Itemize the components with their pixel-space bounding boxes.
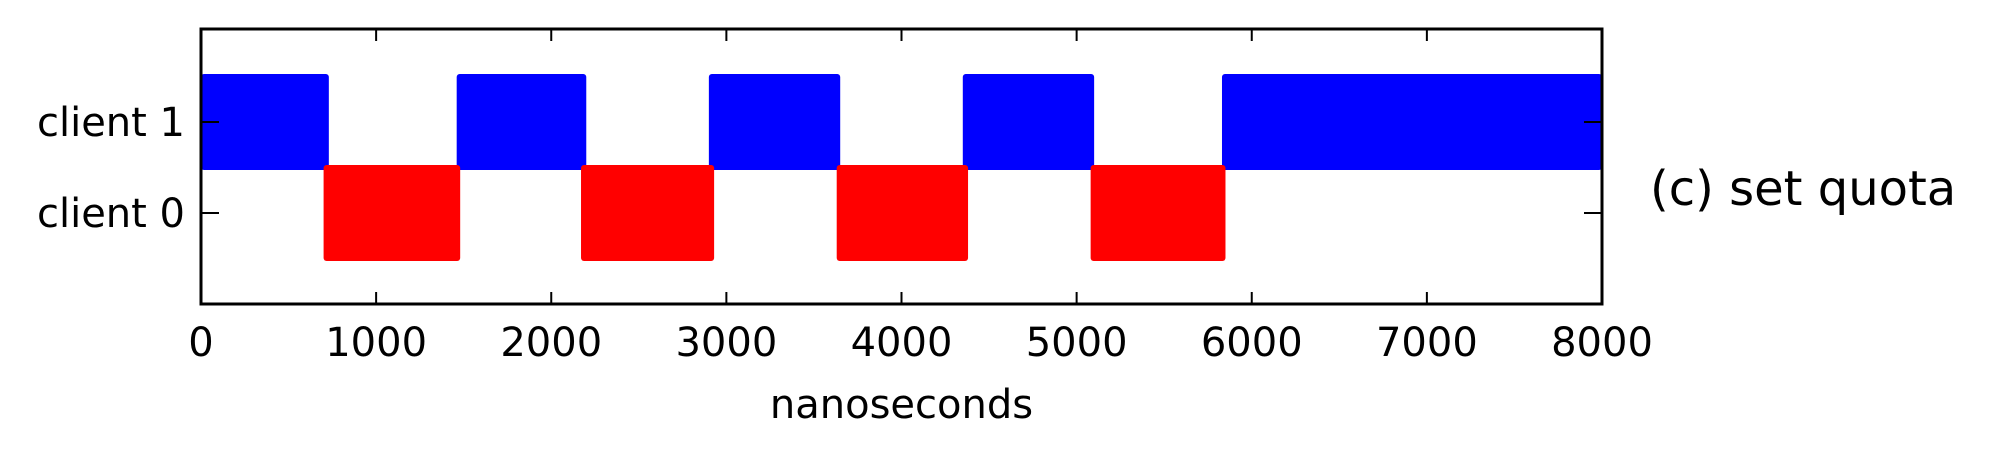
- bar-client-1: [962, 74, 1095, 170]
- x-tick-label: 6000: [1201, 320, 1303, 366]
- x-tick-label: 2000: [500, 320, 602, 366]
- bar-client-0: [581, 165, 715, 261]
- bar-client-1: [1221, 74, 1602, 170]
- bar-client-1: [456, 74, 587, 170]
- x-tick-label: 5000: [1026, 320, 1128, 366]
- x-tick-label: 4000: [851, 320, 953, 366]
- x-axis-label: nanoseconds: [770, 382, 1033, 428]
- bar-client-0: [1090, 165, 1226, 261]
- x-tick-label: 0: [188, 320, 213, 366]
- bar-client-1: [201, 74, 329, 170]
- x-tick-label: 8000: [1551, 320, 1653, 366]
- x-tick-label: 3000: [675, 320, 777, 366]
- bar-client-0: [836, 165, 969, 261]
- x-tick-label: 1000: [325, 320, 427, 366]
- y-tick-label: client 1: [37, 100, 185, 146]
- y-ticks: client 0 client 1: [37, 100, 1602, 237]
- x-ticks: 0 1000 2000 3000 4000 5000 6000 7000 8000: [188, 29, 1653, 366]
- bar-client-0: [323, 165, 461, 261]
- bars-layer: [201, 74, 1602, 261]
- chart-caption: (c) set quota: [1650, 161, 1956, 217]
- bar-client-1: [708, 74, 841, 170]
- x-tick-label: 7000: [1376, 320, 1478, 366]
- y-tick-label: client 0: [37, 191, 185, 237]
